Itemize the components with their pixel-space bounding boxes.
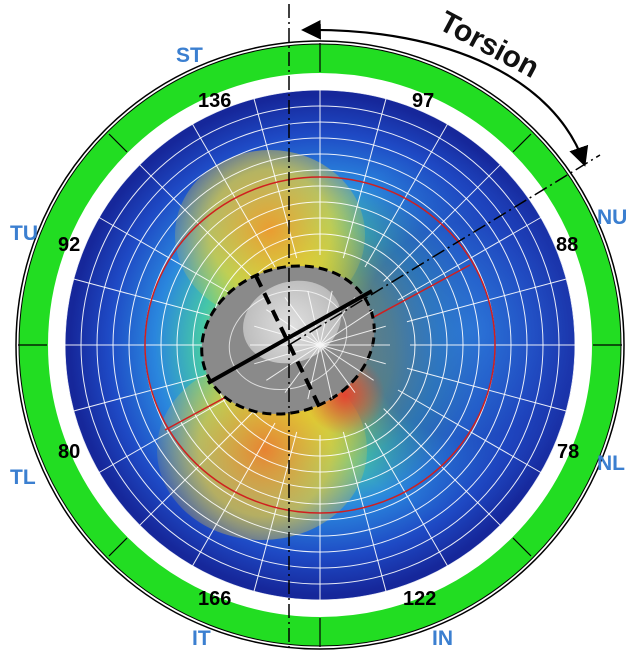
grid-spoke (406, 278, 567, 323)
torsion-label: Torsion (434, 5, 545, 85)
disc-spoke (254, 344, 321, 365)
disc-spoke (284, 297, 321, 346)
disc-spoke (319, 325, 386, 346)
sector-value-it: 166 (198, 588, 231, 610)
grid-spoke (383, 164, 501, 282)
sector-value-st: 136 (198, 90, 231, 112)
sector-value-in: 122 (403, 588, 436, 610)
sector-value-nl: 78 (557, 441, 579, 463)
quadrant-label-in: IN (432, 627, 453, 650)
disc-spoke (307, 344, 321, 400)
grid-spoke (406, 367, 567, 412)
sector-value-tl: 80 (58, 441, 80, 463)
sector-value-nu: 88 (556, 234, 578, 256)
disc-spoke (319, 344, 333, 400)
quadrant-label-tu: TU (10, 222, 38, 245)
quadrant-label-tl: TL (10, 466, 36, 489)
tilted-reference-line (288, 154, 601, 346)
grid-spoke (139, 164, 257, 282)
disc-minor-axis (254, 275, 322, 409)
sampling-ellipse (144, 176, 496, 514)
grid-spoke (383, 408, 501, 526)
disc-spoke (319, 344, 356, 393)
quadrant-label-nu: NU (597, 206, 626, 229)
torsion-arrow (301, 19, 589, 167)
grid-spoke (364, 422, 448, 567)
grid-spoke (342, 431, 387, 592)
sector-value-tu: 92 (58, 234, 80, 256)
sector-value-sn: 97 (412, 90, 434, 112)
grid-spoke (253, 431, 298, 592)
grid-spoke (192, 123, 276, 268)
grid-spoke (192, 422, 276, 567)
disc-major-axis (207, 289, 373, 385)
disc-spoke (266, 344, 321, 381)
disc-spoke (319, 344, 374, 381)
quadrant-label-st: ST (176, 44, 203, 67)
disc-spoke (307, 290, 321, 346)
grid-spoke (73, 278, 234, 323)
quadrant-label-nl: NL (597, 452, 625, 475)
grid-spoke (139, 408, 257, 526)
disc-spoke (319, 344, 386, 365)
quadrant-label-it: IT (192, 627, 211, 650)
